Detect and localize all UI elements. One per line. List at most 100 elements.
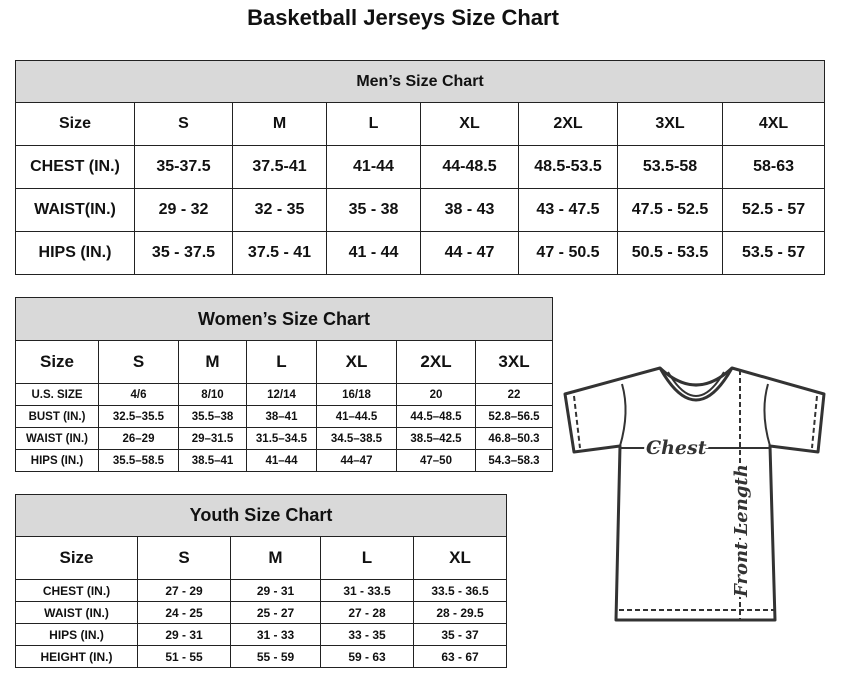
value-cell: 35 - 37 <box>412 623 508 646</box>
header-cell: S <box>98 340 179 384</box>
value-cell: 38–41 <box>246 405 317 428</box>
header-cell: L <box>320 536 414 580</box>
value-cell: 28 - 29.5 <box>412 601 508 624</box>
value-cell: 43 - 47.5 <box>518 188 618 232</box>
value-cell: 35 - 38 <box>326 188 421 232</box>
value-cell: 47–50 <box>396 449 476 472</box>
value-cell: 35 - 37.5 <box>134 231 233 275</box>
value-cell: 26–29 <box>98 427 179 450</box>
value-cell: 38.5–41 <box>178 449 247 472</box>
value-cell: 29 - 31 <box>230 579 321 602</box>
jersey-measurement-diagram: Chest Front Length <box>563 366 826 622</box>
header-cell: 4XL <box>721 102 826 146</box>
header-cell: M <box>230 536 321 580</box>
value-cell: 24 - 25 <box>137 601 231 624</box>
header-cell: M <box>178 340 247 384</box>
value-cell: 58-63 <box>721 145 826 189</box>
header-cell: 2XL <box>518 102 618 146</box>
value-cell: 35-37.5 <box>134 145 233 189</box>
row-label: HIPS (IN.) <box>15 449 99 472</box>
row-label: CHEST (IN.) <box>15 145 135 189</box>
value-cell: 16/18 <box>316 383 397 406</box>
value-cell: 47 - 50.5 <box>518 231 618 275</box>
row-label: CHEST (IN.) <box>15 579 138 602</box>
value-cell: 52.8–56.5 <box>474 405 554 428</box>
row-label: BUST (IN.) <box>15 405 99 428</box>
header-cell: Size <box>15 340 99 384</box>
value-cell: 27 - 29 <box>137 579 231 602</box>
value-cell: 52.5 - 57 <box>721 188 826 232</box>
header-cell: S <box>137 536 231 580</box>
row-label: WAIST(IN.) <box>15 188 135 232</box>
header-cell: S <box>134 102 233 146</box>
table-row: CHEST (IN.) 35-37.5 37.5-41 41-44 44-48.5 48.… <box>15 145 826 189</box>
row-label: WAIST (IN.) <box>15 601 138 624</box>
table-row: HIPS (IN.) 35.5–58.5 38.5–41 41–44 44–47 47–5… <box>15 449 554 472</box>
table-row: CHEST (IN.) 27 - 29 29 - 31 31 - 33.5 33.5 -… <box>15 579 508 602</box>
header-cell: XL <box>412 536 508 580</box>
mens-size-table: Men’s Size Chart Size S M L XL 2XL 3XL 4XL CHEST… <box>14 60 826 275</box>
value-cell: 20 <box>396 383 476 406</box>
value-cell: 37.5-41 <box>232 145 327 189</box>
header-cell: XL <box>316 340 397 384</box>
value-cell: 54.3–58.3 <box>474 449 554 472</box>
jersey-outline-icon <box>563 366 826 622</box>
value-cell: 44 - 47 <box>420 231 519 275</box>
table-row: BUST (IN.) 32.5–35.5 35.5–38 38–41 41–44.5 44… <box>15 405 554 428</box>
value-cell: 32 - 35 <box>232 188 327 232</box>
value-cell: 63 - 67 <box>412 645 508 668</box>
value-cell: 51 - 55 <box>137 645 231 668</box>
value-cell: 41–44 <box>246 449 317 472</box>
value-cell: 25 - 27 <box>230 601 321 624</box>
header-cell: 2XL <box>396 340 476 384</box>
row-label: HIPS (IN.) <box>15 623 138 646</box>
header-cell: L <box>326 102 421 146</box>
value-cell: 27 - 28 <box>320 601 414 624</box>
header-cell: L <box>246 340 317 384</box>
header-cell: M <box>232 102 327 146</box>
youth-size-table: Youth Size Chart Size S M L XL CHEST (IN.) 27 … <box>14 494 508 668</box>
header-cell: Size <box>15 102 135 146</box>
row-label: HEIGHT (IN.) <box>15 645 138 668</box>
table-title: Men’s Size Chart <box>14 60 826 103</box>
header-cell: 3XL <box>617 102 723 146</box>
value-cell: 47.5 - 52.5 <box>617 188 723 232</box>
row-label: U.S. SIZE <box>15 383 99 406</box>
value-cell: 44-48.5 <box>420 145 519 189</box>
header-cell: 3XL <box>474 340 554 384</box>
value-cell: 29 - 32 <box>134 188 233 232</box>
value-cell: 44.5–48.5 <box>396 405 476 428</box>
value-cell: 31 - 33.5 <box>320 579 414 602</box>
header-cell: Size <box>15 536 138 580</box>
row-label: HIPS (IN.) <box>15 231 135 275</box>
value-cell: 38.5–42.5 <box>396 427 476 450</box>
table-row: HEIGHT (IN.) 51 - 55 55 - 59 59 - 63 63 - 67 <box>15 645 508 668</box>
value-cell: 50.5 - 53.5 <box>617 231 723 275</box>
value-cell: 41-44 <box>326 145 421 189</box>
value-cell: 33 - 35 <box>320 623 414 646</box>
value-cell: 48.5-53.5 <box>518 145 618 189</box>
value-cell: 4/6 <box>98 383 179 406</box>
value-cell: 44–47 <box>316 449 397 472</box>
value-cell: 59 - 63 <box>320 645 414 668</box>
row-label: WAIST (IN.) <box>15 427 99 450</box>
page-title: Basketball Jerseys Size Chart <box>247 5 559 30</box>
value-cell: 33.5 - 36.5 <box>412 579 508 602</box>
value-cell: 31 - 33 <box>230 623 321 646</box>
value-cell: 29 - 31 <box>137 623 231 646</box>
value-cell: 35.5–58.5 <box>98 449 179 472</box>
value-cell: 46.8–50.3 <box>474 427 554 450</box>
value-cell: 31.5–34.5 <box>246 427 317 450</box>
header-cell: XL <box>420 102 519 146</box>
chest-label: Chest <box>646 437 707 459</box>
value-cell: 12/14 <box>246 383 317 406</box>
value-cell: 35.5–38 <box>178 405 247 428</box>
table-title: Youth Size Chart <box>14 494 508 537</box>
table-row: WAIST (IN.) 26–29 29–31.5 31.5–34.5 34.5–38.… <box>15 427 554 450</box>
value-cell: 37.5 - 41 <box>232 231 327 275</box>
value-cell: 53.5-58 <box>617 145 723 189</box>
value-cell: 34.5–38.5 <box>316 427 397 450</box>
front-length-label: Front Length <box>731 464 752 598</box>
table-row: HIPS (IN.) 35 - 37.5 37.5 - 41 41 - 44 44 - … <box>15 231 826 275</box>
value-cell: 38 - 43 <box>420 188 519 232</box>
